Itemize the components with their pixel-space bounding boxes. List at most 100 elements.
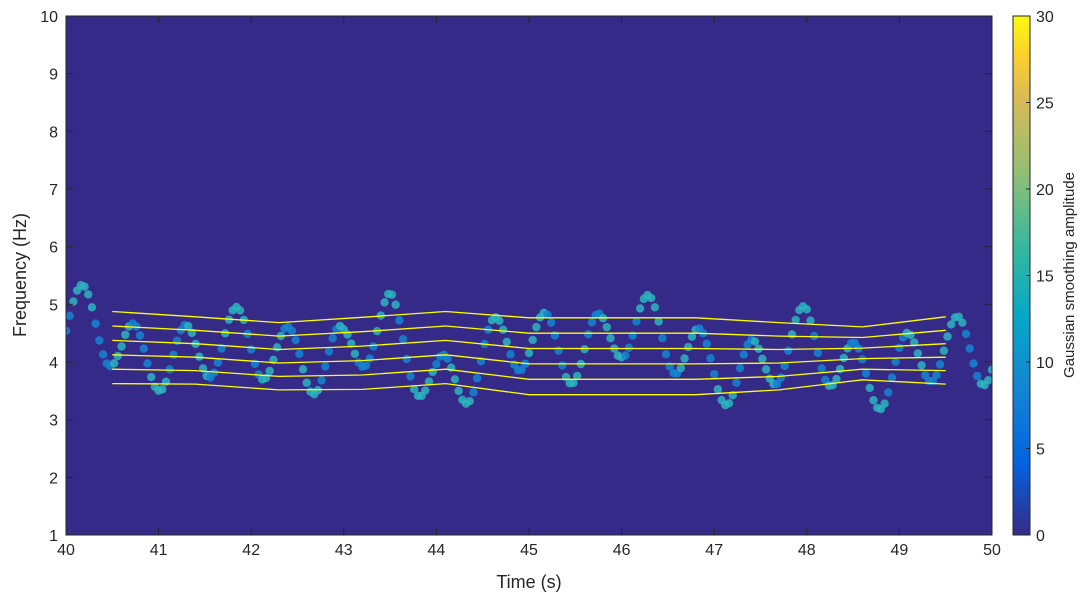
- y-tick-label: 5: [49, 297, 58, 314]
- colorbar-tick-label: 25: [1036, 96, 1054, 113]
- colorbar-tick-label: 5: [1036, 442, 1045, 459]
- ridge-point: [650, 303, 660, 312]
- x-tick-label: 48: [798, 542, 816, 559]
- ridge-point: [395, 316, 404, 325]
- ridge-point: [195, 352, 204, 361]
- ridge-point: [550, 331, 560, 340]
- y-tick-label: 4: [49, 355, 58, 372]
- y-tick-label: 3: [49, 413, 58, 430]
- ridge-point: [117, 342, 126, 351]
- ridge-point: [547, 318, 556, 327]
- ridge-point: [98, 350, 108, 359]
- ridge-point: [454, 386, 463, 396]
- contour-line: [112, 325, 946, 339]
- ridge-point: [965, 344, 974, 353]
- ridge-point: [861, 369, 871, 378]
- ridge-point: [146, 372, 156, 382]
- ridge-point: [602, 322, 611, 332]
- ridge-point: [213, 358, 223, 367]
- ridge-point: [66, 326, 71, 336]
- ridge-point: [295, 349, 304, 359]
- ridge-point: [432, 359, 441, 369]
- ridge-point: [472, 374, 482, 383]
- ridge-point: [817, 364, 826, 373]
- ridge-point: [184, 321, 193, 331]
- ridge-point: [658, 333, 667, 343]
- ridge-point: [969, 359, 978, 368]
- ridge-point: [498, 325, 508, 334]
- ridge-point: [247, 345, 256, 354]
- ridge-point: [235, 306, 245, 315]
- contour-line: [112, 339, 946, 351]
- ridge-point: [443, 354, 452, 364]
- y-tick-label: 7: [49, 182, 58, 199]
- ridge-point: [750, 337, 760, 346]
- ridge-point: [813, 348, 823, 358]
- ridge-point: [632, 317, 641, 326]
- ridge-point: [647, 293, 656, 303]
- ridge-point: [884, 388, 893, 397]
- plot-clip-group: [66, 16, 992, 535]
- ridge-point: [172, 336, 182, 346]
- ridge-point: [906, 330, 915, 340]
- ridge-point: [69, 297, 78, 306]
- x-tick-label: 47: [705, 542, 723, 559]
- ridge-point: [265, 366, 274, 376]
- ridge-point: [350, 349, 360, 358]
- ridge-point: [343, 330, 352, 339]
- ridge-point: [702, 339, 711, 348]
- ridge-point: [109, 359, 119, 368]
- ridge-point: [517, 365, 526, 375]
- y-tick-label: 1: [49, 528, 58, 545]
- x-tick-label: 41: [150, 542, 168, 559]
- ridge-point: [554, 346, 563, 355]
- ridge-point: [758, 354, 767, 364]
- ridge-point: [84, 290, 93, 299]
- ridge-point: [587, 318, 597, 327]
- ridge-point: [810, 331, 819, 341]
- ridge-point: [880, 399, 889, 408]
- contour-line: [112, 354, 946, 365]
- ridge-point: [469, 388, 478, 397]
- ridge-point: [895, 343, 904, 352]
- ridge-point: [787, 330, 797, 339]
- ridge-point: [661, 350, 671, 359]
- ridge-point: [739, 350, 749, 359]
- ridge-point: [776, 373, 786, 382]
- ridge-point: [584, 330, 593, 339]
- ridge-point: [684, 342, 693, 352]
- ridge-point: [624, 343, 634, 353]
- ridge-point: [209, 368, 219, 377]
- ridge-point: [532, 322, 541, 332]
- ridge-point: [87, 303, 97, 312]
- ridge-point: [387, 290, 397, 299]
- plot-area: [66, 16, 992, 535]
- ridge-point: [839, 353, 849, 363]
- ridge-point: [409, 385, 419, 394]
- ridge-point: [317, 376, 326, 385]
- ridge-point: [580, 344, 589, 354]
- contour-lines: [112, 310, 946, 396]
- colorbar-tick-label: 30: [1036, 9, 1054, 26]
- ridge-point: [935, 360, 945, 369]
- ridge-point: [365, 354, 374, 363]
- ridge-point: [558, 361, 567, 370]
- ridge-point: [572, 371, 582, 381]
- ridge-point: [621, 351, 630, 360]
- ridge-point: [391, 300, 400, 309]
- ridge-point: [465, 396, 474, 406]
- ridge-point: [917, 361, 926, 370]
- ridge-point: [943, 332, 952, 341]
- ridge-point: [398, 335, 408, 344]
- ridge-point: [910, 338, 919, 347]
- ridge-point: [121, 330, 130, 339]
- ridge-point: [421, 386, 430, 395]
- ridge-point: [143, 359, 152, 368]
- x-tick-label: 45: [520, 542, 538, 559]
- ridge-point: [428, 367, 437, 377]
- ridge-point: [272, 343, 282, 352]
- ridge-point: [858, 355, 867, 364]
- ridge-point: [321, 362, 330, 371]
- ridge-point: [961, 329, 971, 339]
